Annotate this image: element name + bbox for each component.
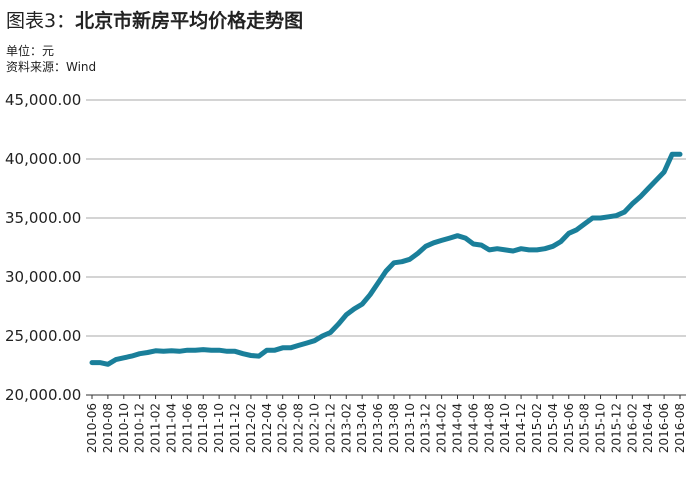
x-tick-label: 2014-10 — [498, 403, 512, 453]
x-tick-label: 2012-04 — [260, 403, 274, 453]
x-tick-label: 2016-08 — [673, 403, 687, 453]
chart-title-main: 北京市新房平均价格走势图 — [75, 10, 304, 32]
x-tick-label: 2015-02 — [530, 403, 544, 453]
x-tick-label: 2011-08 — [196, 403, 210, 453]
x-tick-label: 2013-12 — [419, 403, 433, 453]
x-tick-label: 2013-04 — [355, 403, 369, 453]
x-tick-label: 2012-06 — [276, 403, 290, 453]
x-tick-label: 2015-08 — [578, 403, 592, 453]
series-line — [89, 151, 683, 367]
unit-label: 单位：元 — [6, 44, 55, 58]
x-tick-label: 2012-02 — [244, 403, 258, 453]
x-tick-label: 2011-12 — [228, 403, 242, 453]
y-tick-label: 25,000.00 — [5, 327, 81, 345]
x-tick-label: 2011-10 — [212, 403, 226, 453]
x-tick-label: 2013-02 — [339, 403, 353, 453]
x-tick-label: 2014-04 — [451, 403, 465, 453]
x-tick-label: 2015-10 — [594, 403, 608, 453]
y-tick-label: 30,000.00 — [5, 268, 81, 286]
x-tick-label: 2014-08 — [482, 403, 496, 453]
x-tick-label: 2012-12 — [323, 403, 337, 453]
y-tick-label: 45,000.00 — [5, 91, 81, 109]
x-tick-label: 2013-06 — [371, 403, 385, 453]
source-label: 资料来源：Wind — [6, 60, 97, 74]
y-tick-label: 20,000.00 — [5, 386, 81, 404]
x-tick-label: 2013-08 — [387, 403, 401, 453]
x-tick-label: 2011-02 — [149, 403, 163, 453]
x-tick-label: 2014-12 — [514, 403, 528, 453]
x-tick-label: 2014-06 — [466, 403, 480, 453]
x-tick-label: 2016-02 — [625, 403, 639, 453]
x-tick-label: 2011-04 — [164, 403, 178, 453]
x-tick-label: 2010-08 — [101, 403, 115, 453]
x-tick-label: 2015-04 — [546, 403, 560, 453]
y-tick-label: 35,000.00 — [5, 209, 81, 227]
x-tick-label: 2015-06 — [562, 403, 576, 453]
x-tick-label: 2015-12 — [609, 403, 623, 453]
chart-title: 图表3：北京市新房平均价格走势图 — [6, 9, 303, 33]
x-tick-label: 2010-10 — [117, 403, 131, 453]
x-tick-label: 2012-10 — [307, 403, 321, 453]
x-tick-label: 2016-04 — [641, 403, 655, 453]
x-tick-label: 2016-06 — [657, 403, 671, 453]
x-tick-label: 2012-08 — [292, 403, 306, 453]
x-tick-label: 2014-02 — [435, 403, 449, 453]
chart-title-prefix: 图表3： — [6, 10, 76, 32]
x-tick-label: 2013-10 — [403, 403, 417, 453]
x-tick-label: 2010-12 — [133, 403, 147, 453]
x-tick-label: 2010-06 — [85, 403, 99, 453]
x-tick-label: 2011-06 — [180, 403, 194, 453]
y-tick-label: 40,000.00 — [5, 150, 81, 168]
